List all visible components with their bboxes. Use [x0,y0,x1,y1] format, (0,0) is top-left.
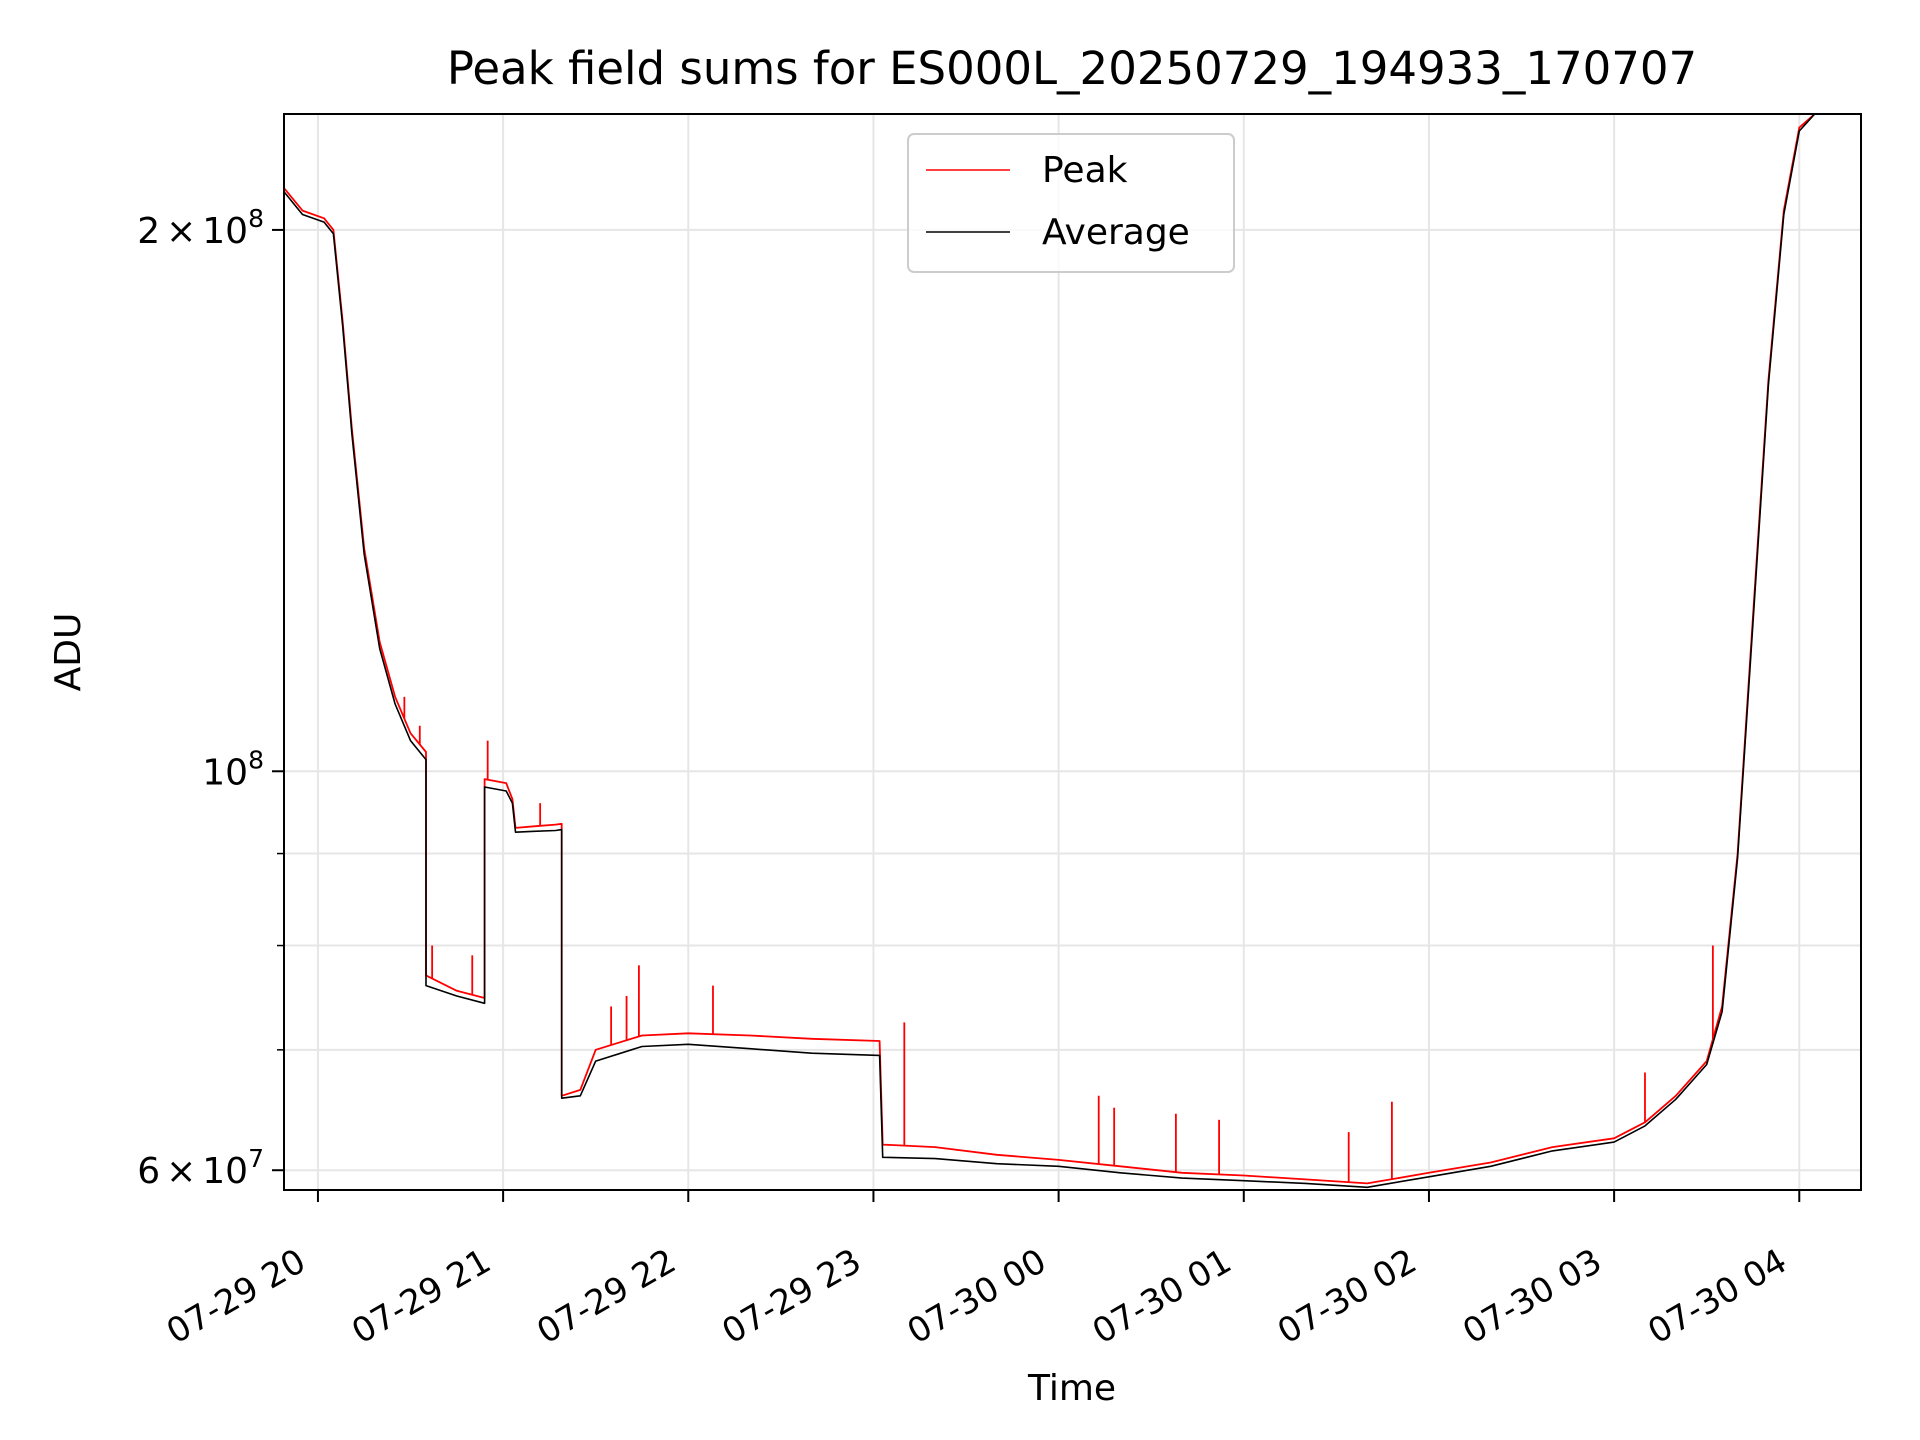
y-axis-label: ADU [48,613,89,692]
legend: Peak Average [907,133,1235,273]
series-peak-line [283,113,1816,1185]
x-axis-label: Time [1027,1368,1116,1409]
legend-label-peak: Peak [1042,150,1128,191]
chart-title: Peak field sums for ES000L_20250729_1949… [447,42,1697,95]
y-tick-label: 2 × 108 [137,204,264,252]
y-tick-label: 108 [202,745,264,793]
legend-label-average: Average [1042,212,1190,253]
series-average-line [283,113,1816,1189]
series-layer [283,113,1816,1189]
legend-frame [907,133,1235,273]
y-tick-label: 6 × 107 [137,1144,264,1192]
plot-area-frame [283,113,1862,1191]
y-axis: 6 × 107 108 2 × 108 [137,204,284,1192]
